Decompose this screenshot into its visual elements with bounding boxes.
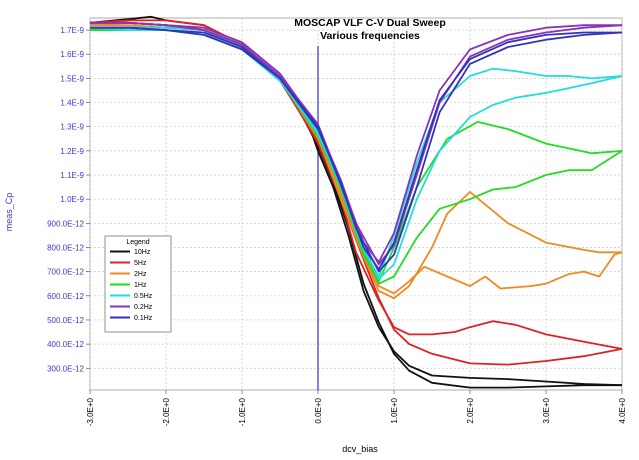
chart-subtitle: Various frequencies — [320, 30, 420, 42]
series-layer — [89, 15, 623, 389]
y-tick-label: 1.1E-9 — [60, 171, 84, 180]
y-tick-label: 1.6E-9 — [60, 50, 84, 59]
y-tick-label: 800.0E-12 — [47, 243, 84, 252]
legend-title: Legend — [126, 239, 149, 246]
y-tick-label: 1.4E-9 — [60, 99, 84, 108]
series-line-0p2Hz-forward — [90, 21, 623, 266]
x-tick-label: -1.0E+0 — [238, 397, 247, 426]
y-tick-label: 1.2E-9 — [60, 147, 84, 156]
y-tick-label: 1.7E-9 — [60, 26, 84, 35]
y-tick-label: 900.0E-12 — [47, 219, 84, 228]
legend-label: 0.1Hz — [134, 315, 153, 322]
y-axis-label: meas_Cp — [4, 193, 14, 232]
y-tick-label: 300.0E-12 — [47, 364, 84, 373]
series-line-0p1Hz-forward — [90, 26, 623, 273]
legend: Legend 10Hz 5Hz 2Hz 1Hz 0.5Hz 0.2Hz 0.1Hz — [104, 235, 172, 333]
legend-label: 2Hz — [134, 271, 147, 278]
series-line-0p2Hz-reverse — [90, 21, 622, 263]
x-tick-label: -3.0E+0 — [86, 397, 95, 426]
x-tick-label: 3.0E+0 — [542, 397, 551, 423]
y-tick-label: 500.0E-12 — [47, 316, 84, 325]
series-line-0p1Hz-reverse — [90, 26, 622, 271]
x-tick-label: 0.0E+0 — [314, 397, 323, 423]
y-tick-label: 700.0E-12 — [47, 268, 84, 277]
chart-title: MOSCAP VLF C-V Dual Sweep — [294, 17, 446, 29]
y-tick-label: 400.0E-12 — [47, 340, 84, 349]
y-tick-label: 600.0E-12 — [47, 292, 84, 301]
x-tick-label: -2.0E+0 — [162, 397, 171, 426]
legend-label: 1Hz — [134, 282, 147, 289]
legend-items: 10Hz 5Hz 2Hz 1Hz 0.5Hz 0.2Hz 0.1Hz — [110, 249, 153, 322]
x-tick-label: 2.0E+0 — [466, 397, 475, 423]
x-axis-label: dcv_bias — [342, 444, 378, 454]
legend-label: 5Hz — [134, 260, 147, 267]
grid-layer — [89, 17, 623, 391]
legend-label: 0.5Hz — [134, 293, 153, 300]
y-tick-label: 1.0E-9 — [60, 195, 84, 204]
x-tick-label: 4.0E+0 — [618, 397, 627, 423]
legend-label: 10Hz — [134, 249, 151, 256]
axis-layer: 300.0E-12 400.0E-12 500.0E-12 600.0E-12 700.… — [47, 26, 627, 426]
legend-label: 0.2Hz — [134, 304, 153, 311]
x-tick-label: 1.0E+0 — [390, 397, 399, 423]
y-tick-label: 1.3E-9 — [60, 123, 84, 132]
y-tick-label: 1.5E-9 — [60, 74, 84, 83]
